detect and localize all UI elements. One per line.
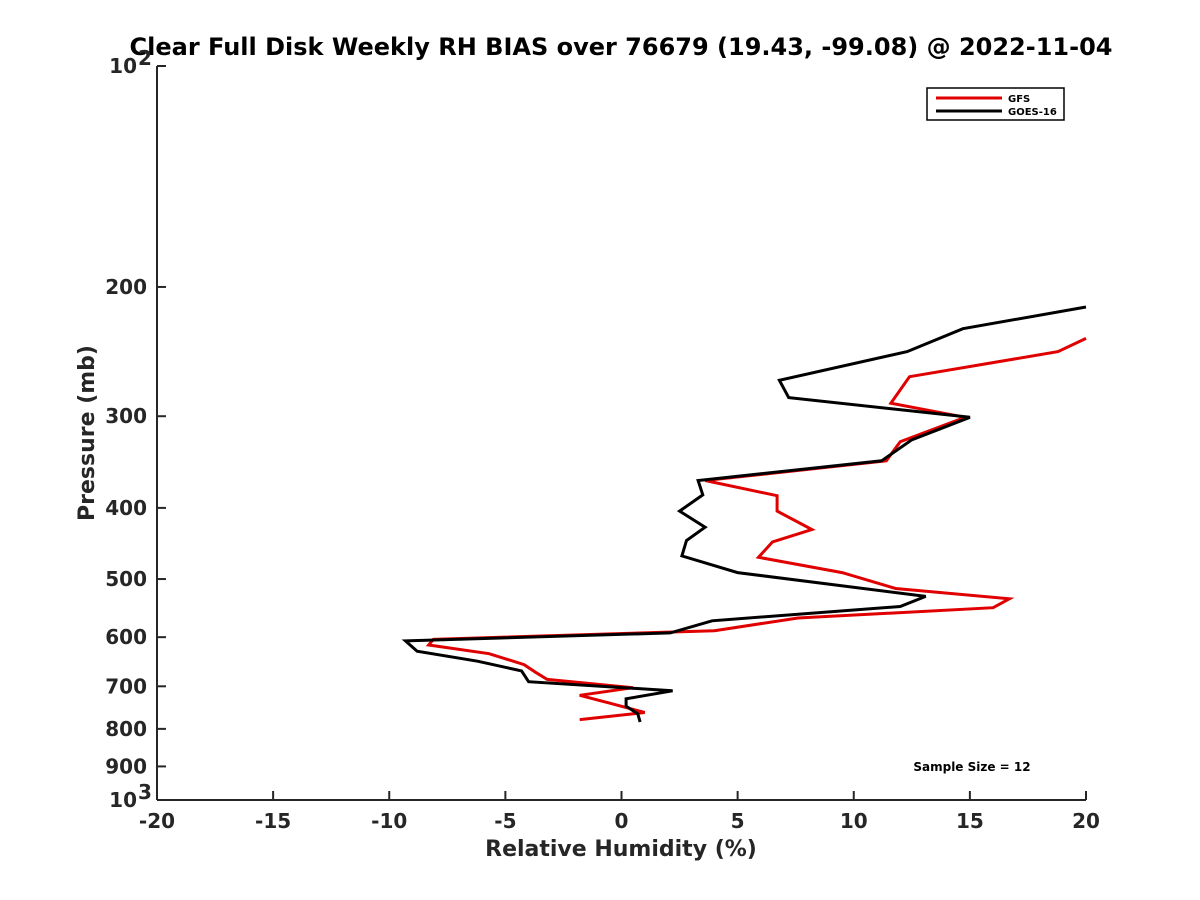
x-tick-label: 10 xyxy=(840,809,868,833)
series-line-gfs xyxy=(425,337,1087,722)
y-tick-label: 500 xyxy=(105,567,147,591)
y-tick-label: 600 xyxy=(105,625,147,649)
y-tick-label: 800 xyxy=(105,717,147,741)
chart-title: Clear Full Disk Weekly RH BIAS over 7667… xyxy=(130,33,1113,61)
y-tick-label: 700 xyxy=(105,674,147,698)
y-tick-label: 900 xyxy=(105,754,147,778)
y-tick-label: 200 xyxy=(105,275,147,299)
y-tick-label: 10 xyxy=(109,54,137,78)
x-tick-label: 15 xyxy=(956,809,984,833)
y-tick-label: 300 xyxy=(105,404,147,428)
legend-label: GFS xyxy=(1008,94,1030,105)
legend-box xyxy=(926,87,1065,121)
x-tick-label: -20 xyxy=(139,809,175,833)
y-tick-label: 400 xyxy=(105,496,147,520)
series-line-goes-16 xyxy=(401,305,1087,723)
x-tick-label: 20 xyxy=(1072,809,1100,833)
series-layer xyxy=(401,305,1087,723)
y-tick-label: 10 xyxy=(109,788,137,812)
x-tick-label: -5 xyxy=(494,809,516,833)
x-tick-label: 5 xyxy=(731,809,745,833)
y-axis-title: Pressure (mb) xyxy=(75,345,100,521)
legend: GFS GOES-16 xyxy=(926,87,1065,121)
x-axis-title: Relative Humidity (%) xyxy=(485,837,757,862)
sample-size-annotation: Sample Size = 12 xyxy=(913,760,1030,774)
y-tick-exponent: 2 xyxy=(138,46,152,70)
legend-label: GOES-16 xyxy=(1008,107,1057,118)
y-tick-exponent: 3 xyxy=(138,780,152,804)
x-tick-label: -10 xyxy=(371,809,407,833)
x-tick-label: -15 xyxy=(255,809,291,833)
x-tick-label: 0 xyxy=(615,809,629,833)
